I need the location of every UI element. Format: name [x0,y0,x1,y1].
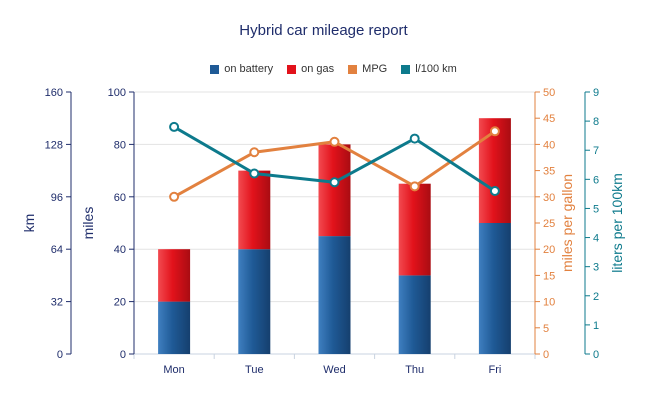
y-tick-label: 100 [108,87,126,99]
point-mpg [329,136,340,147]
y-axis-l100: 0 1 2 3 4 5 6 7 8 9 liters per 100km [584,87,625,361]
y-tick-label: 15 [543,270,555,282]
y-tick-label: 96 [51,192,63,204]
y-tick-label: 5 [593,203,599,215]
y-tick-label: 0 [120,349,126,361]
lines [169,121,500,202]
point-l-100-km [329,177,340,188]
point-l-100-km [409,133,420,144]
legend-swatch [287,64,297,74]
x-tick-label: Wed [323,364,345,376]
y-tick-label: 7 [593,145,599,157]
y-axis-title-miles: miles [80,207,96,240]
legend-item-mpg[interactable]: MPG [348,63,387,75]
y-tick-label: 4 [593,233,599,245]
y-tick-label: 2 [593,291,599,303]
y-tick-label: 10 [543,297,555,309]
legend: on battery on gas MPG l/100 km [0,63,667,75]
y-axis-title-mpg: miles per gallon [559,174,575,272]
bar-on-battery [238,249,271,354]
y-tick-label: 0 [543,349,549,361]
legend-swatch [210,64,220,74]
legend-item-on-battery[interactable]: on battery [210,63,273,75]
point-l-100-km [169,121,180,132]
y-tick-label: 160 [45,87,63,99]
y-tick-label: 40 [114,244,126,256]
y-tick-label: 20 [543,244,555,256]
point-mpg [489,126,500,137]
point-mpg [249,147,260,158]
legend-item-l-100-km[interactable]: l/100 km [401,63,457,75]
y-tick-label: 35 [543,166,555,178]
y-axis-km: 0 32 64 96 128 160 km [21,87,72,361]
bars [158,118,511,354]
legend-label: l/100 km [415,63,457,75]
y-tick-label: 60 [114,192,126,204]
point-mpg [409,181,420,192]
y-tick-label: 25 [543,218,555,230]
bar-on-battery [398,275,431,354]
y-tick-label: 45 [543,113,555,125]
bar-on-gas [158,249,191,302]
point-l-100-km [249,168,260,179]
legend-label: MPG [362,63,388,75]
y-tick-label: 8 [593,116,599,128]
legend-swatch [401,64,411,74]
y-tick-label: 32 [51,297,63,309]
y-tick-label: 40 [543,139,555,151]
legend-swatch [348,64,358,74]
legend-item-on-gas[interactable]: on gas [287,63,334,75]
y-tick-label: 128 [45,139,63,151]
y-tick-label: 64 [51,244,63,256]
x-tick-label: Tue [245,364,264,376]
y-tick-label: 6 [593,174,599,186]
y-tick-label: 0 [593,349,599,361]
chart-title: Hybrid car mileage report [239,22,408,39]
y-axis-title-l100: liters per 100km [609,173,625,273]
x-axis: Mon Tue Wed Thu Fri [133,353,536,376]
y-tick-label: 20 [114,297,126,309]
bar-on-gas [318,144,351,237]
legend-label: on battery [224,63,274,75]
y-tick-label: 80 [114,139,126,151]
x-tick-label: Thu [405,364,424,376]
y-tick-label: 0 [57,349,63,361]
y-tick-label: 5 [543,323,549,335]
bar-on-battery [318,236,351,354]
bar-on-gas [238,170,271,250]
y-tick-label: 50 [543,87,555,99]
bar-on-battery [158,301,191,354]
bar-on-battery [478,223,511,354]
y-axis-mpg: 0 5 10 15 20 25 30 35 40 45 50 miles per gallon [534,87,575,361]
y-axis-title-km: km [21,214,37,233]
point-mpg [169,191,180,202]
y-axis-miles: 0 20 40 60 80 100 miles [80,87,135,361]
y-tick-label: 9 [593,87,599,99]
point-l-100-km [489,185,500,196]
y-tick-label: 30 [543,192,555,204]
y-tick-label: 3 [593,262,599,274]
y-tick-label: 1 [593,320,599,332]
legend-label: on gas [301,63,335,75]
x-tick-label: Mon [163,364,184,376]
bar-on-gas [398,183,431,276]
x-tick-label: Fri [488,364,501,376]
